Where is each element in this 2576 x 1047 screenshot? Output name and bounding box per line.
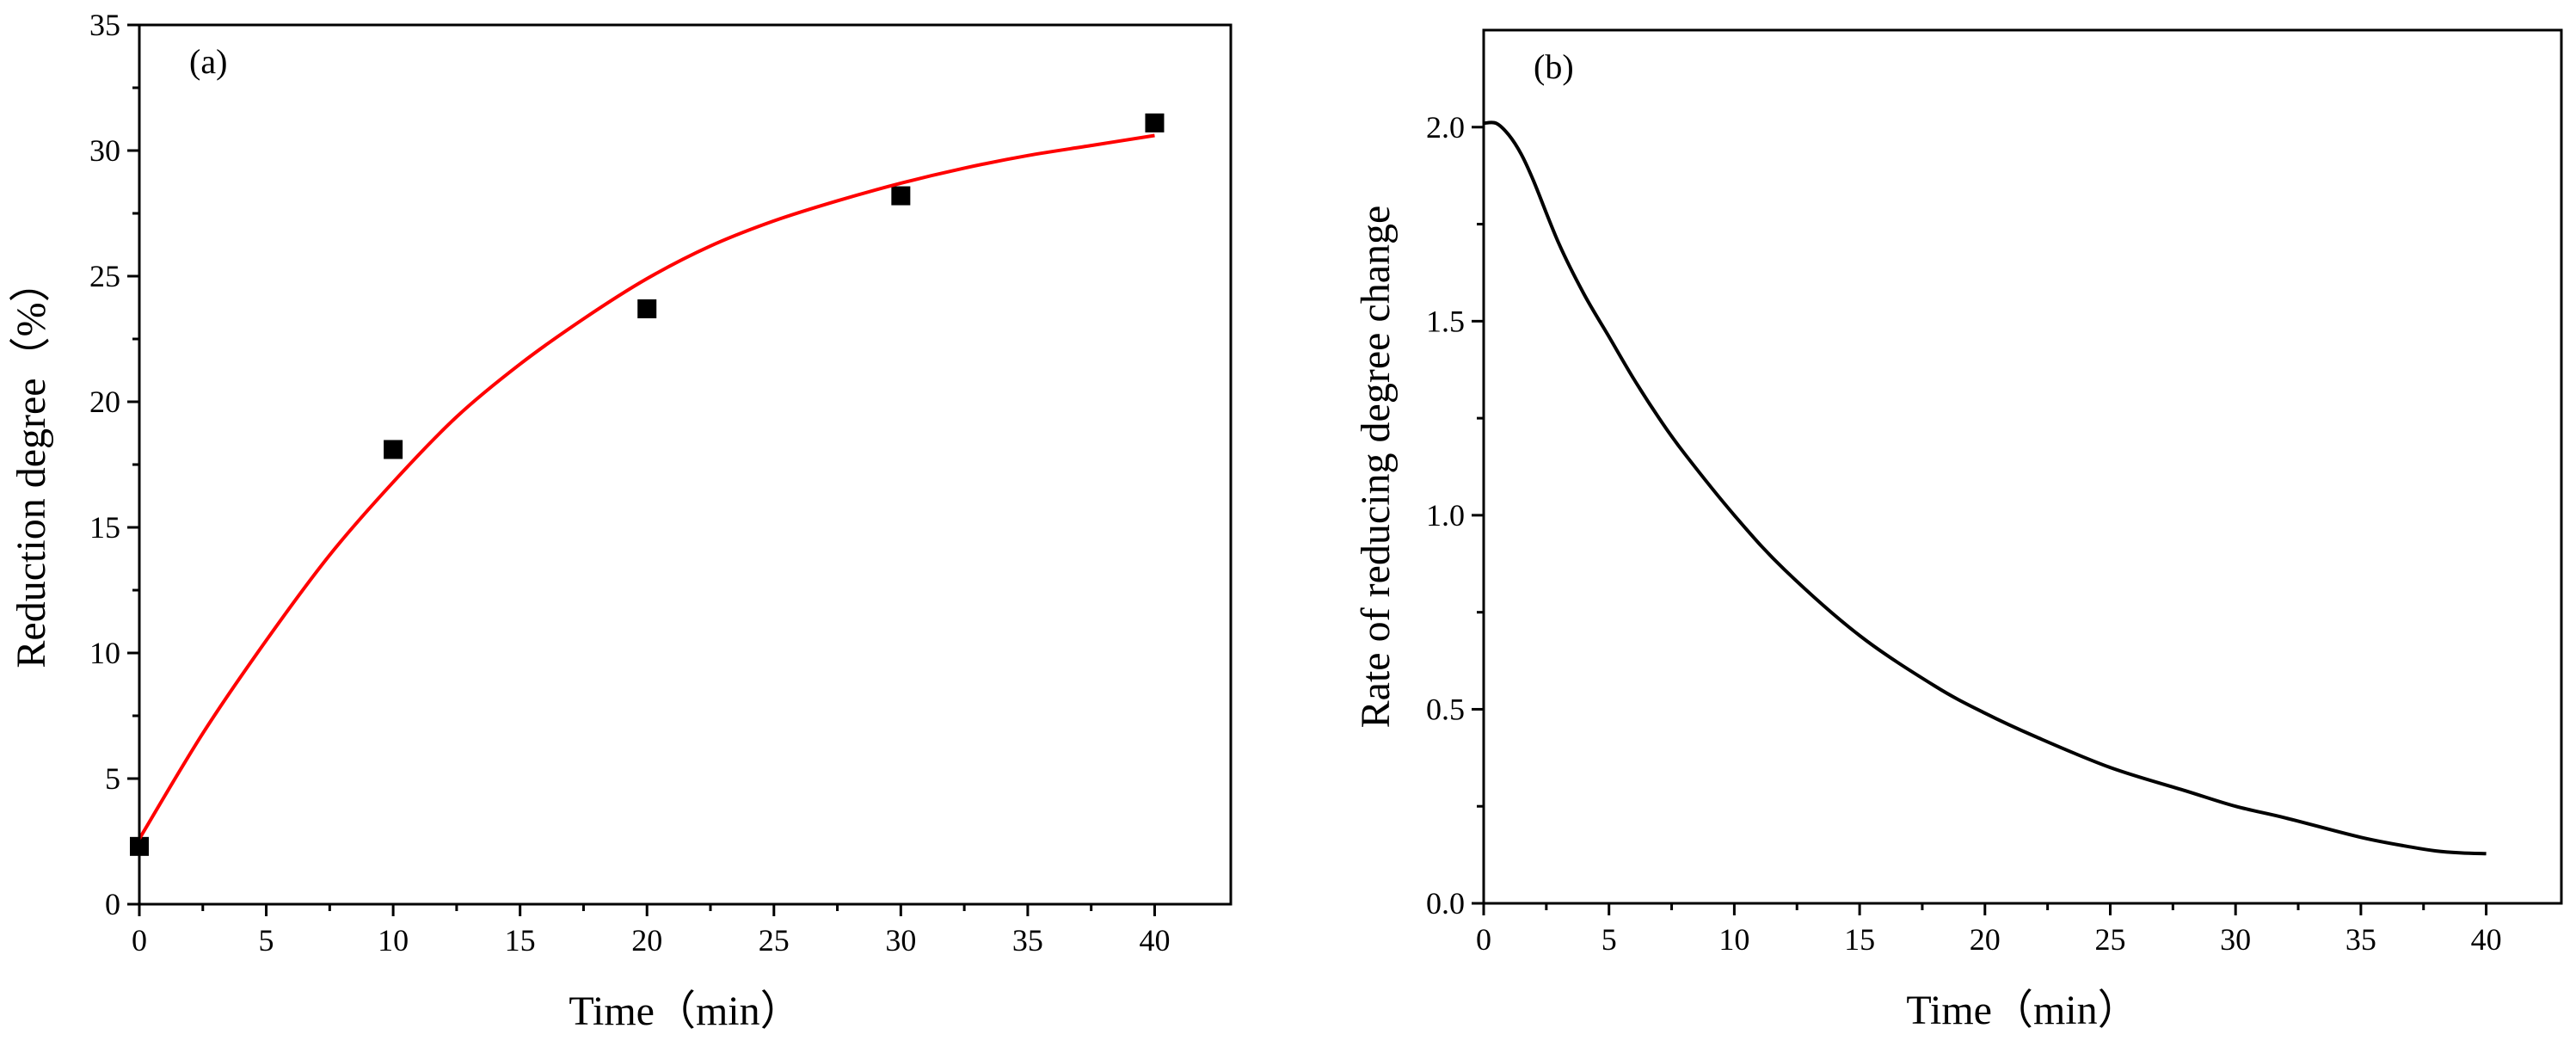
x-tick-label: 0 — [132, 923, 147, 958]
y-tick-label: 1.5 — [1426, 304, 1465, 338]
y-tick-label: 35 — [89, 8, 120, 42]
panel-b-plot-frame — [1482, 28, 2563, 905]
panel-a-ticks: 0 5 10 15 20 25 30 35 40 0 5 10 15 20 25 30 35 — [89, 8, 1170, 958]
x-tick-label: 40 — [2471, 922, 2502, 957]
x-tick-label: 30 — [885, 923, 916, 958]
x-tick-label: 25 — [2094, 922, 2125, 957]
y-tick-label: 30 — [89, 133, 120, 168]
panel-b-y-axis-title: Rate of reducing degree change — [1353, 206, 1399, 729]
y-tick-label: 5 — [105, 761, 120, 796]
panel-a-plot-frame — [138, 23, 1233, 906]
x-tick-label: 5 — [1602, 922, 1617, 957]
x-tick-label: 5 — [259, 923, 274, 958]
panel-b: 0 5 10 15 20 25 30 35 40 0.0 0.5 1.0 1.5 2.0 (b) Time… — [1353, 28, 2563, 1033]
panel-a-x-axis-title: Time（min） — [569, 988, 801, 1034]
y-tick-label: 0 — [105, 887, 120, 921]
x-tick-label: 35 — [2345, 922, 2376, 957]
x-tick-label: 25 — [759, 923, 790, 958]
panel-a-series-line — [138, 133, 1155, 841]
y-tick-label: 2.0 — [1426, 110, 1465, 145]
panel-a-label: (a) — [189, 42, 227, 81]
y-tick-label: 20 — [89, 385, 120, 419]
panel-b-marks — [1483, 120, 2487, 856]
y-tick-label: 15 — [89, 510, 120, 545]
panel-a: 0 5 10 15 20 25 30 35 40 0 5 10 15 20 25 30 35 (a) Time（… — [9, 8, 1233, 1034]
panel-b-label: (b) — [1534, 47, 1574, 86]
x-tick-label: 20 — [631, 923, 662, 958]
panel-a-y-axis-title: Reduction degree（%） — [9, 261, 54, 668]
x-tick-label: 15 — [1844, 922, 1875, 957]
x-tick-label: 0 — [1476, 922, 1491, 957]
x-tick-label: 30 — [2220, 922, 2251, 957]
panel-a-data-point — [891, 186, 911, 206]
panel-b-ticks: 0 5 10 15 20 25 30 35 40 0.0 0.5 1.0 1.5 2.0 — [1426, 110, 2502, 957]
x-tick-label: 10 — [1718, 922, 1749, 957]
x-tick-label: 35 — [1012, 923, 1043, 958]
panel-a-data-point — [637, 299, 657, 318]
x-tick-label: 15 — [505, 923, 536, 958]
y-tick-label: 1.0 — [1426, 498, 1465, 533]
y-tick-label: 0.5 — [1426, 692, 1465, 726]
x-tick-label: 40 — [1139, 923, 1170, 958]
panel-a-data-point — [384, 440, 403, 459]
x-tick-label: 20 — [1970, 922, 2001, 957]
y-tick-label: 25 — [89, 259, 120, 293]
panel-b-x-axis-title: Time（min） — [1906, 988, 2138, 1033]
panel-a-data-point — [1145, 113, 1165, 132]
y-tick-label: 0.0 — [1426, 886, 1465, 921]
y-tick-label: 10 — [89, 636, 120, 670]
panel-b-series-line — [1483, 120, 2487, 856]
x-tick-label: 10 — [378, 923, 409, 958]
panel-a-marks — [130, 113, 1165, 856]
